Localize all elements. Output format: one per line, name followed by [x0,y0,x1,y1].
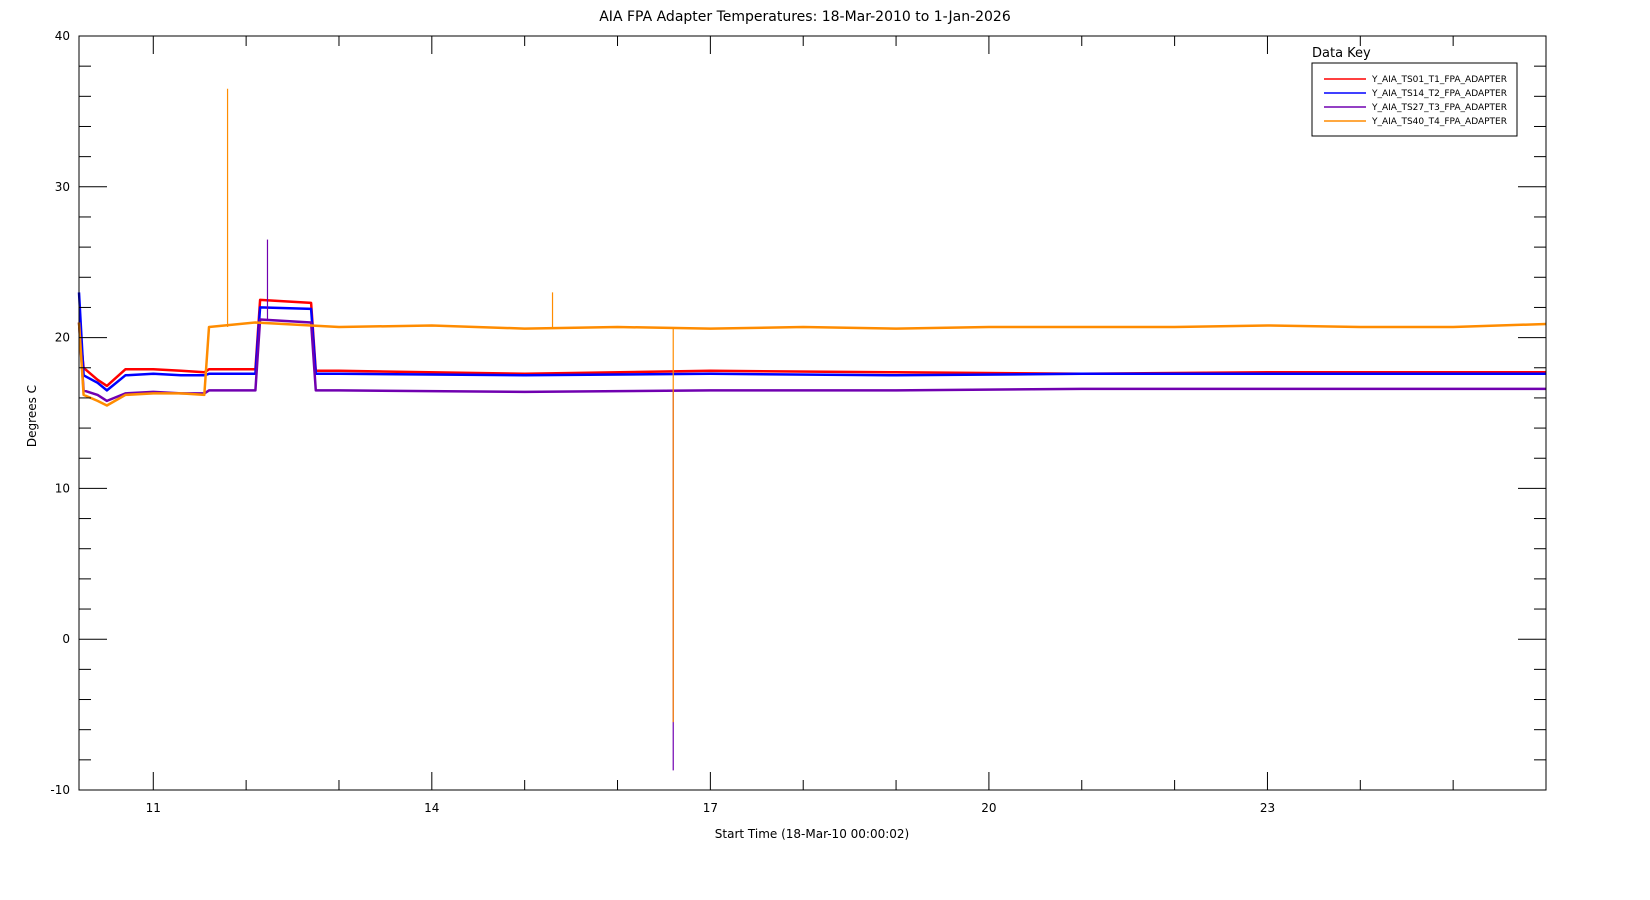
y-tick-label: 40 [55,29,70,43]
x-tick-label: 14 [424,801,439,815]
y-tick-label: 10 [55,481,70,495]
legend-title: Data Key [1312,46,1371,61]
legend-label-2: Y_AIA_TS14_T2_FPA_ADAPTER [1371,89,1507,99]
x-axis-label: Start Time (18-Mar-10 00:00:02) [715,827,909,841]
x-tick-label: 11 [146,801,161,815]
y-axis-label: Degrees C [25,385,39,447]
x-tick-label: 17 [703,801,718,815]
legend-label-1: Y_AIA_TS01_T1_FPA_ADAPTER [1371,75,1507,85]
y-tick-label: 30 [55,180,70,194]
legend: Data Key Y_AIA_TS01_T1_FPA_ADAPTER Y_AIA_… [1311,46,1518,137]
plot-frame [78,35,1547,791]
y-tick-label: 20 [55,331,70,345]
series-line-4 [77,321,1547,407]
legend-label-3: Y_AIA_TS27_T3_FPA_ADAPTER [1371,103,1507,113]
chart-title: AIA FPA Adapter Temperatures: 18-Mar-201… [599,9,1011,25]
x-tick-label: 23 [1260,801,1275,815]
axes: -10 0 10 20 30 40 11 14 17 20 23 [50,29,1547,815]
y-tick-label: 0 [62,632,70,646]
legend-box [1311,62,1518,137]
series-line-2 [77,292,1546,392]
series-line-3 [77,318,1546,403]
y-tick-label: -10 [50,783,70,797]
x-tick-label: 20 [981,801,996,815]
plot-area [77,88,1547,771]
legend-label-4: Y_AIA_TS40_T4_FPA_ADAPTER [1371,117,1507,127]
